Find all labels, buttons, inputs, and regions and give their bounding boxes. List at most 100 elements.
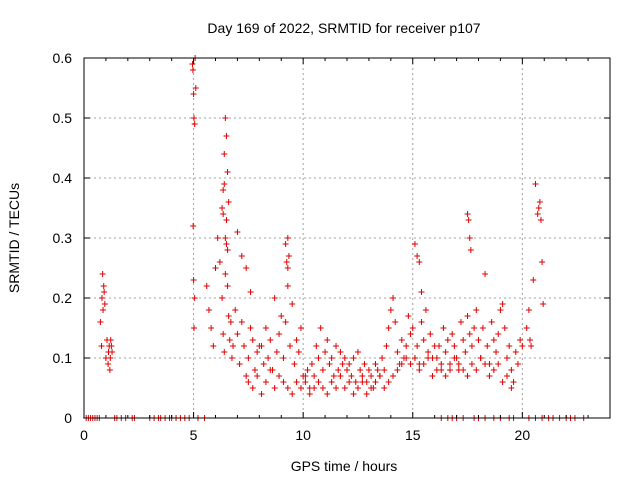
axes-layer: 0 5 10 15 20 0 0.1 0.2 0.3 0.4 0.5 0.6: [53, 50, 611, 443]
data-point: [442, 349, 449, 355]
data-point: [243, 373, 250, 379]
data-point: [528, 343, 535, 349]
data-point: [422, 307, 429, 313]
data-point: [539, 259, 546, 265]
data-point: [477, 355, 484, 361]
data-point: [189, 61, 196, 67]
data-point: [276, 373, 283, 379]
data-point: [302, 379, 309, 385]
data-point: [258, 343, 265, 349]
data-point: [403, 355, 410, 361]
data-point: [392, 319, 399, 325]
data-point: [234, 331, 241, 337]
data-point: [262, 325, 269, 331]
data-point: [106, 367, 113, 373]
data-point: [451, 343, 458, 349]
data-point: [280, 379, 287, 385]
data-point: [227, 319, 234, 325]
data-point: [224, 247, 231, 253]
data-point: [536, 199, 543, 205]
data-point: [322, 349, 329, 355]
data-point: [191, 121, 198, 127]
data-point: [455, 361, 462, 367]
data-point: [409, 325, 416, 331]
data-point: [238, 319, 245, 325]
x-tick-label: 10: [295, 427, 311, 443]
data-point: [313, 343, 320, 349]
data-point: [512, 349, 519, 355]
data-point: [317, 325, 324, 331]
data-point: [482, 271, 489, 277]
data-point: [107, 337, 114, 343]
data-point: [222, 235, 229, 241]
data-point: [451, 355, 458, 361]
data-point: [484, 343, 491, 349]
data-point: [219, 205, 226, 211]
data-point: [354, 349, 361, 355]
data-point: [208, 325, 215, 331]
data-point: [499, 301, 506, 307]
data-point: [251, 367, 258, 373]
data-point: [403, 343, 410, 349]
data-point: [414, 343, 421, 349]
data-point: [205, 307, 212, 313]
data-point: [376, 373, 383, 379]
data-point: [221, 151, 228, 157]
data-point: [311, 385, 318, 391]
data-point: [333, 343, 340, 349]
data-point: [427, 331, 434, 337]
data-point: [381, 367, 388, 373]
data-point: [249, 337, 256, 343]
data-point: [190, 223, 197, 229]
data-point: [99, 271, 106, 277]
data-point: [429, 373, 436, 379]
data-point: [361, 361, 368, 367]
data-point: [254, 373, 261, 379]
data-point: [234, 229, 241, 235]
data-point: [258, 391, 265, 397]
data-point: [210, 343, 217, 349]
data-point: [473, 367, 480, 373]
data-point: [495, 361, 502, 367]
data-point: [464, 211, 471, 217]
data-point: [359, 379, 366, 385]
data-point: [247, 289, 254, 295]
data-point: [249, 385, 256, 391]
data-point: [271, 385, 278, 391]
data-point: [219, 295, 226, 301]
data-point: [191, 325, 198, 331]
data-point: [224, 283, 231, 289]
data-point: [457, 319, 464, 325]
data-point: [191, 115, 198, 121]
data-point: [282, 241, 289, 247]
data-point: [372, 361, 379, 367]
data-point: [416, 367, 423, 373]
data-point: [101, 301, 108, 307]
data-point: [390, 373, 397, 379]
data-point: [243, 265, 250, 271]
data-point: [262, 379, 269, 385]
data-point: [532, 181, 539, 187]
data-point: [390, 295, 397, 301]
data-point: [534, 211, 541, 217]
data-point: [490, 337, 497, 343]
data-point: [503, 373, 510, 379]
data-point: [525, 307, 532, 313]
data-point: [284, 385, 291, 391]
data-point: [523, 325, 530, 331]
data-point: [348, 373, 355, 379]
data-point: [330, 373, 337, 379]
data-point: [276, 331, 283, 337]
data-point: [467, 247, 474, 253]
data-point: [304, 367, 311, 373]
data-point: [433, 355, 440, 361]
data-point: [420, 337, 427, 343]
data-point: [447, 361, 454, 367]
data-point: [433, 367, 440, 373]
data-point: [98, 295, 105, 301]
data-point: [466, 235, 473, 241]
data-point: [471, 325, 478, 331]
data-point: [273, 349, 280, 355]
data-point: [368, 385, 375, 391]
